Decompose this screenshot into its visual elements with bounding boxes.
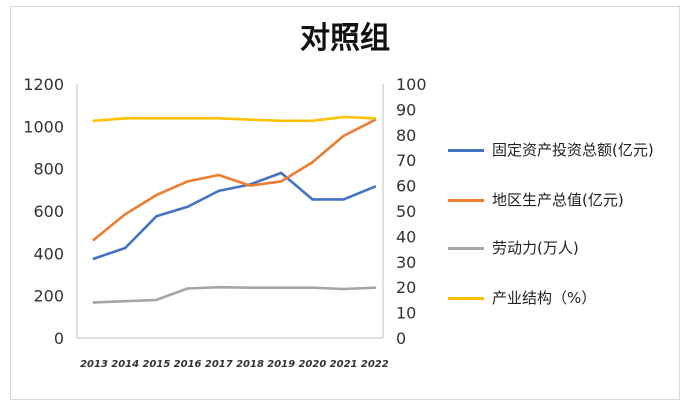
data-point	[279, 180, 283, 183]
data-point	[155, 193, 158, 197]
data-point	[92, 238, 96, 241]
y-left-tick-label: 200	[33, 287, 64, 306]
data-point	[311, 198, 314, 201]
y-right-tick-label: 50	[396, 202, 416, 221]
data-point	[279, 171, 283, 175]
data-point	[248, 118, 252, 121]
legend-swatch-orange	[448, 199, 484, 202]
x-tick-label: 2019	[267, 359, 295, 370]
data-point	[279, 119, 283, 123]
y-left-tick-label: 0	[54, 329, 64, 348]
data-point	[373, 116, 377, 120]
data-point	[248, 286, 252, 290]
data-point	[217, 189, 221, 193]
data-point	[92, 119, 96, 123]
x-tick-label: 2022	[361, 359, 389, 370]
data-point	[217, 116, 221, 120]
y-right-tick-label: 0	[396, 329, 406, 348]
y-right-tick-label: 30	[396, 253, 416, 272]
y-right-tick-label: 70	[396, 151, 416, 170]
y-right-tick-label: 100	[396, 75, 427, 94]
data-point	[155, 298, 158, 302]
x-tick-label: 2017	[205, 359, 233, 370]
series-line-0	[92, 171, 377, 260]
x-tick-label: 2015	[142, 359, 170, 370]
data-point	[311, 286, 314, 290]
legend-item-labor: 劳动力(万人)	[448, 238, 680, 259]
y-right-tick-label: 20	[396, 278, 416, 297]
series-line-1	[92, 118, 377, 241]
data-point	[342, 287, 345, 291]
data-point	[123, 246, 127, 250]
legend-swatch-yellow	[448, 297, 484, 300]
data-point	[92, 257, 96, 260]
y-right-tick-label: 90	[396, 100, 416, 119]
legend-label: 地区生产总值(亿元)	[492, 191, 624, 209]
data-point	[186, 116, 189, 120]
legend-swatch-gray	[448, 247, 484, 250]
y-left-tick-label: 1000	[23, 117, 64, 136]
data-point	[342, 134, 345, 138]
y-left-tick-label: 800	[33, 160, 64, 179]
data-point	[373, 185, 377, 188]
y-right-tick-label: 40	[396, 227, 416, 246]
data-point	[217, 285, 221, 289]
x-tick-label: 2021	[330, 359, 358, 370]
legend-item-gdp: 地区生产总值(亿元)	[448, 190, 680, 211]
data-point	[155, 214, 158, 218]
data-point	[342, 115, 345, 119]
data-point	[248, 184, 252, 187]
data-point	[186, 205, 189, 209]
y-left-tick-label: 400	[33, 244, 64, 263]
data-point	[123, 212, 127, 216]
x-tick-label: 2020	[298, 359, 326, 370]
data-point	[342, 198, 345, 201]
y-right-tick-label: 60	[396, 177, 416, 196]
data-point	[92, 301, 96, 304]
data-point	[123, 116, 127, 120]
legend-label: 固定资产投资总额(亿元)	[492, 141, 654, 159]
y-right-tick-label: 80	[396, 126, 416, 145]
data-point	[123, 299, 127, 303]
legend-item-industry-structure: 产业结构（%）	[448, 288, 680, 309]
legend-swatch-blue	[448, 149, 484, 152]
chart-title: 对照组	[300, 21, 390, 56]
data-point	[373, 286, 377, 290]
data-point	[186, 287, 189, 290]
series-line-2	[92, 285, 377, 304]
y-left-tick-label: 1200	[23, 75, 64, 94]
y-left-tick-label: 600	[33, 202, 64, 221]
data-point	[217, 173, 221, 177]
data-point	[311, 119, 314, 123]
data-point	[155, 116, 158, 120]
series-line-3	[92, 115, 377, 123]
data-point	[279, 286, 283, 290]
legend-label: 产业结构（%）	[492, 289, 597, 307]
x-tick-label: 2018	[236, 359, 264, 370]
legend-item-fixed-asset-investment: 固定资产投资总额(亿元)	[448, 140, 680, 161]
x-tick-label: 2013	[80, 359, 108, 370]
x-tick-label: 2014	[111, 359, 139, 370]
legend-label: 劳动力(万人)	[492, 239, 579, 257]
x-tick-label: 2016	[174, 359, 202, 370]
data-point	[186, 180, 189, 183]
data-point	[311, 161, 314, 164]
chart-frame	[10, 6, 680, 400]
y-right-tick-label: 10	[396, 304, 416, 323]
